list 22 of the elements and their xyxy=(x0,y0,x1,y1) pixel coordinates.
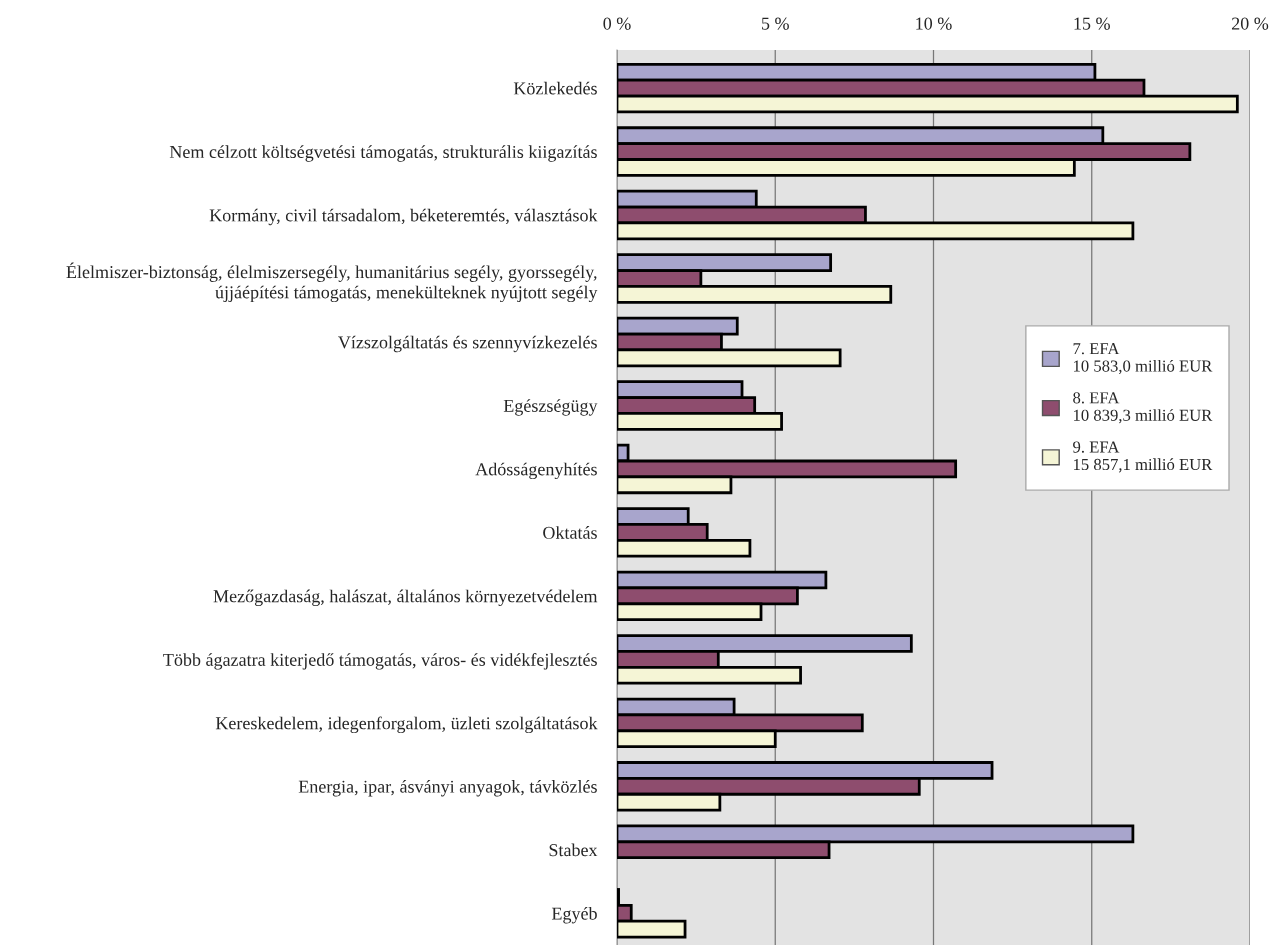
y-tick-label: Vízszolgáltatás és szennyvízkezelés xyxy=(338,335,597,353)
y-tick-label: Oktatás xyxy=(543,526,597,539)
x-tick-label: 10 % xyxy=(916,17,952,30)
y-tick-label: Kormány, civil társadalom, béketeremtés, választások xyxy=(209,208,598,226)
x-tick-label: 15 % xyxy=(1074,17,1110,30)
x-tick-label: 0 % xyxy=(603,17,631,30)
x-tick-label: 5 % xyxy=(762,17,789,30)
y-tick-label: Több ágazatra kiterjedő támogatás, város- és vidékfejlesztés xyxy=(163,653,597,670)
y-tick-label: Mezőgazdaság, halászat, általános környezetvédelem xyxy=(213,589,598,607)
x-tick-label: 20 % xyxy=(1231,17,1269,30)
legend-label: 7. EFA 10 583,0 millió EUR xyxy=(1073,343,1213,375)
y-tick-label: Egészségügy xyxy=(503,399,598,416)
legend-label: 9. EFA 15 857,1 millió EUR xyxy=(1073,441,1213,473)
y-tick-label: Stabex xyxy=(549,843,598,857)
y-tick-label: Élelmiszer-biztonság, élelmiszersegély, humanitárius segély, gyorssegély, újjáépítési támogatás, menekülteknek nyújtott segély xyxy=(66,262,598,303)
y-tick-label: Közlekedés xyxy=(513,81,597,95)
y-tick-label: Egyéb xyxy=(551,906,597,924)
y-tick-label: Energia, ipar, ásványi anyagok, távközlés xyxy=(298,780,597,797)
y-tick-label: Kereskedelem, idegenforgalom, üzleti szolgáltatások xyxy=(215,716,598,734)
y-tick-label: Nem célzott költségvetési támogatás, strukturális kiigazítás xyxy=(169,145,597,162)
y-tick-label: Adósságenyhítés xyxy=(475,462,597,480)
legend-label: 8. EFA 10 839,3 millió EUR xyxy=(1073,392,1213,424)
